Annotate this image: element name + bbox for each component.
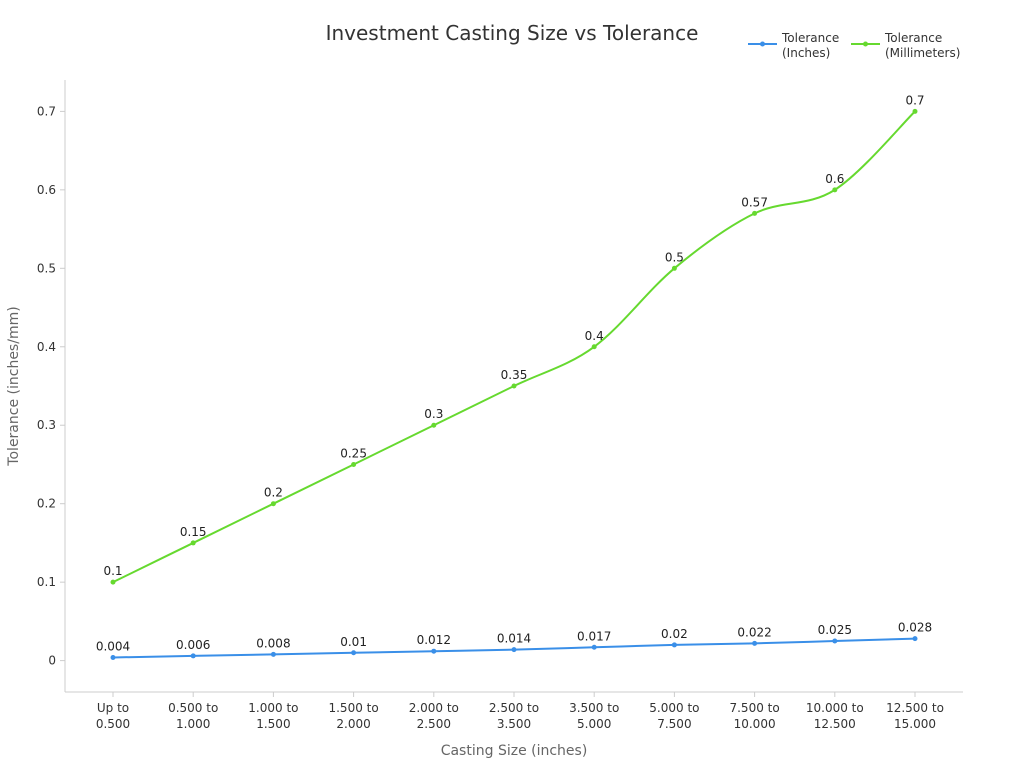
x-tick-label: 3.500 [497,717,531,731]
data-point [431,422,437,428]
data-label: 0.014 [497,632,531,646]
y-tick-label: 0.5 [37,261,56,275]
data-point [190,653,196,659]
data-point [270,651,276,657]
x-axis-label: Casting Size (inches) [441,743,588,759]
y-tick-label: 0.6 [37,183,56,197]
series-line-1 [112,110,916,584]
x-tick-label: 3.500 to [569,701,619,715]
x-tick-label: 10.000 [734,717,776,731]
data-label: 0.028 [898,621,932,635]
data-label: 0.004 [96,639,130,653]
legend-marker-0 [760,41,765,47]
data-label: 0.7 [905,93,924,107]
y-tick-label: 0.7 [37,104,56,118]
data-point [752,210,758,216]
data-point [351,650,357,656]
data-point [912,108,918,114]
data-point [511,383,517,389]
y-tick-label: 0.3 [37,418,56,432]
x-tick-label: Up to [97,701,129,715]
chart-title: Investment Casting Size vs Tolerance [326,21,699,45]
data-point [752,640,758,646]
legend-label: Tolerance [884,31,942,45]
data-label: 0.5 [665,250,684,264]
data-point [270,501,276,507]
x-tick-label: 0.500 to [168,701,218,715]
data-label: 0.02 [661,627,688,641]
data-point [351,461,357,467]
data-label: 0.25 [340,446,367,460]
data-point [431,648,437,654]
data-label: 0.008 [256,636,290,650]
data-point [671,265,677,271]
x-tick-label: 0.500 [96,717,130,731]
x-tick-label: 5.000 to [649,701,699,715]
data-label: 0.01 [340,635,367,649]
x-tick-label: 15.000 [894,717,936,731]
data-label: 0.006 [176,638,210,652]
legend-label: Tolerance [781,31,839,45]
x-tick-label: 1.000 to [248,701,298,715]
data-label: 0.4 [585,329,604,343]
data-label: 0.022 [737,625,771,639]
data-label: 0.017 [577,629,611,643]
legend-label: (Millimeters) [885,46,960,60]
x-tick-label: 2.000 [336,717,370,731]
x-tick-label: 7.500 [657,717,691,731]
x-tick-label: 1.500 to [328,701,378,715]
data-point [511,647,517,653]
data-label: 0.012 [417,633,451,647]
data-point [912,636,918,642]
data-label: 0.1 [103,564,122,578]
data-label: 0.15 [180,525,207,539]
data-label: 0.3 [424,407,443,421]
y-tick-label: 0.2 [37,497,56,511]
x-tick-label: 2.500 to [489,701,539,715]
x-tick-label: 12.500 to [886,701,944,715]
legend-marker-1 [863,41,868,47]
data-label: 0.57 [741,195,768,209]
data-label: 0.2 [264,486,283,500]
data-point [832,638,838,644]
x-tick-label: 10.000 to [806,701,864,715]
y-axis-label: Tolerance (inches/mm) [6,306,22,466]
y-tick-label: 0.1 [37,575,56,589]
x-tick-label: 1.500 [256,717,290,731]
data-label: 0.6 [825,172,844,186]
x-tick-label: 2.500 [417,717,451,731]
data-point [591,644,597,650]
x-tick-label: 5.000 [577,717,611,731]
x-tick-label: 12.500 [814,717,856,731]
data-point [110,654,116,660]
data-label: 0.025 [818,623,852,637]
legend: Tolerance(Inches)Tolerance(Millimeters) [748,31,960,60]
data-point [591,344,597,350]
x-tick-label: 2.000 to [409,701,459,715]
legend-label: (Inches) [782,46,830,60]
x-tick-label: 1.000 [176,717,210,731]
data-point [832,187,838,193]
data-point [110,579,116,585]
data-label: 0.35 [501,368,528,382]
y-tick-label: 0 [48,654,56,668]
data-point [190,540,196,546]
data-point [671,642,677,648]
y-tick-label: 0.4 [37,340,56,354]
x-tick-label: 7.500 to [729,701,779,715]
